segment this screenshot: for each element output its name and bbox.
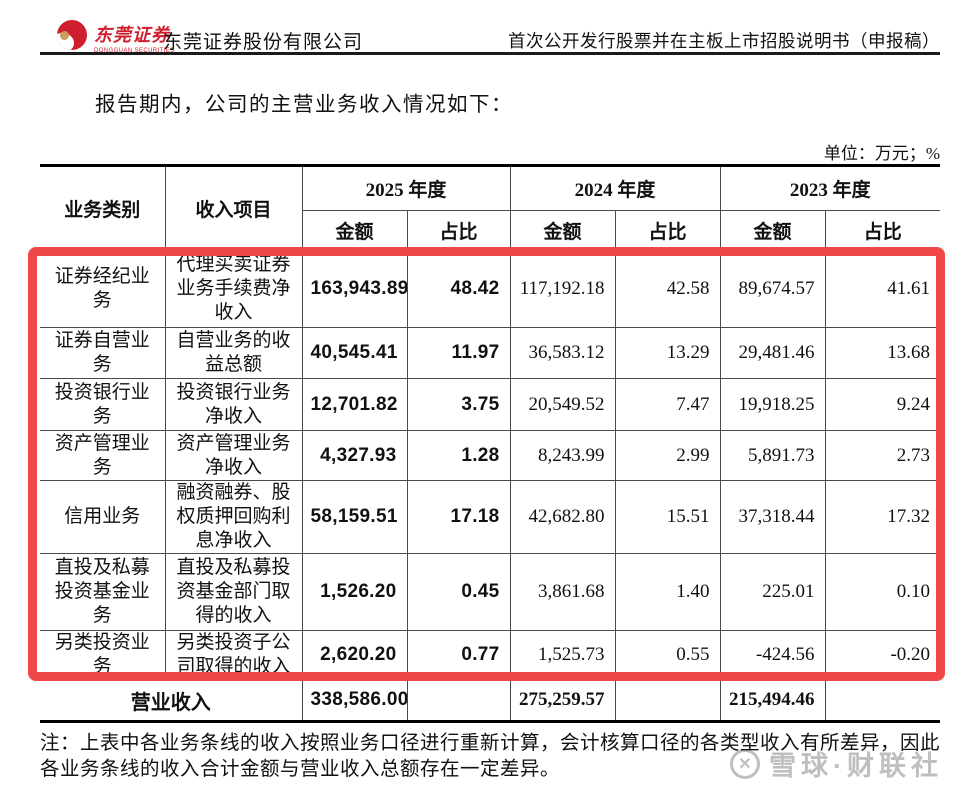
income-item: 另类投资子公司取得的收入 — [164, 630, 303, 680]
amount-2025: 2,620.20 — [301, 630, 408, 680]
amount-2025: 1,526.20 — [301, 553, 408, 631]
income-item: 代理买卖证券业务手续费净收入 — [164, 250, 303, 328]
watermark-text: 雪球·财联社 — [769, 751, 943, 781]
ratio-2025: 17.18 — [406, 480, 511, 554]
business-category: 投资银行业务 — [40, 378, 166, 431]
ratio-2023: 2.73 — [824, 430, 941, 481]
header-divider — [40, 52, 940, 55]
col-header-ratio-2025: 占比 — [406, 210, 511, 251]
total-amount-2023: 215,494.46 — [719, 679, 826, 722]
amount-2023: 19,918.25 — [719, 378, 826, 431]
amount-2025: 163,943.89 — [301, 250, 408, 328]
amount-2023: 29,481.46 — [719, 327, 826, 379]
total-amount-2025: 338,586.00 — [301, 679, 408, 722]
ratio-2023: 9.24 — [824, 378, 941, 431]
table-row: 证券自营业务 自营业务的收益总额 40,545.41 11.97 36,583.… — [40, 327, 941, 379]
amount-2025: 4,327.93 — [301, 430, 408, 481]
amount-2024: 36,583.12 — [509, 327, 616, 379]
xueqiu-logo-icon: ✕ — [730, 748, 760, 779]
ratio-2025: 0.77 — [406, 630, 511, 680]
total-ratio-2025-empty — [406, 679, 511, 722]
unit-label: 单位：万元；% — [823, 144, 940, 163]
col-header-year-2023: 2023 年度 — [719, 165, 941, 211]
col-header-ratio-2024: 占比 — [614, 210, 721, 251]
table-row: 证券经纪业务 代理买卖证券业务手续费净收入 163,943.89 48.42 1… — [40, 250, 941, 328]
dongguan-securities-logo-icon — [57, 20, 87, 50]
income-item: 资产管理业务净收入 — [164, 430, 303, 481]
ratio-2024: 0.55 — [614, 630, 721, 680]
amount-2024: 8,243.99 — [509, 430, 616, 481]
amount-2024: 20,549.52 — [509, 378, 616, 431]
table-row: 资产管理业务 资产管理业务净收入 4,327.93 1.28 8,243.99 … — [40, 430, 941, 481]
income-item: 融资融券、股权质押回购利息净收入 — [164, 480, 303, 554]
business-category: 另类投资业务 — [40, 630, 166, 680]
amount-2023: 37,318.44 — [719, 480, 826, 554]
amount-2023: 89,674.57 — [719, 250, 826, 328]
ratio-2023: 0.10 — [824, 553, 941, 631]
brand-name-cn: 东莞证券 — [94, 25, 170, 45]
revenue-table-wrapper: 业务类别 收入项目 2025 年度 2024 年度 2023 年度 金额 占比 … — [40, 164, 941, 723]
document-title: 首次公开发行股票并在主板上市招股说明书（申报稿） — [508, 31, 940, 51]
table-row: 信用业务 融资融券、股权质押回购利息净收入 58,159.51 17.18 42… — [40, 480, 941, 554]
col-header-year-2024: 2024 年度 — [509, 165, 721, 211]
ratio-2025: 3.75 — [406, 378, 511, 431]
ratio-2025: 48.42 — [406, 250, 511, 328]
ratio-2025: 1.28 — [406, 430, 511, 481]
amount-2023: 5,891.73 — [719, 430, 826, 481]
ratio-2024: 13.29 — [614, 327, 721, 379]
business-category: 证券自营业务 — [40, 327, 166, 379]
ratio-2023: -0.20 — [824, 630, 941, 680]
amount-2024: 1,525.73 — [509, 630, 616, 680]
ratio-2023: 41.61 — [824, 250, 941, 328]
watermark: ✕ 雪球·财联社 — [730, 744, 943, 783]
revenue-table: 业务类别 收入项目 2025 年度 2024 年度 2023 年度 金额 占比 … — [40, 164, 941, 723]
ratio-2024: 15.51 — [614, 480, 721, 554]
amount-2025: 12,701.82 — [301, 378, 408, 431]
col-header-amount-2024: 金额 — [509, 210, 616, 251]
total-ratio-2023-empty — [824, 679, 941, 722]
col-header-income-item: 收入项目 — [164, 165, 303, 251]
income-item: 自营业务的收益总额 — [164, 327, 303, 379]
total-row: 营业收入 338,586.00 275,259.57 215,494.46 — [40, 679, 941, 722]
col-header-amount-2025: 金额 — [302, 210, 408, 251]
brand-name-en: DONGGUAN SECURITIES — [94, 48, 175, 54]
ratio-2025: 11.97 — [406, 327, 511, 379]
total-ratio-2024-empty — [614, 679, 721, 722]
amount-2024: 3,861.68 — [509, 553, 616, 631]
col-header-year-2025: 2025 年度 — [301, 165, 511, 211]
company-name: 东莞证券股份有限公司 — [163, 32, 364, 53]
total-label: 营业收入 — [40, 679, 303, 722]
income-item: 投资银行业务净收入 — [164, 378, 303, 431]
table-row: 另类投资业务 另类投资子公司取得的收入 2,620.20 0.77 1,525.… — [40, 630, 941, 680]
intro-text: 报告期内，公司的主营业务收入情况如下： — [95, 94, 513, 116]
business-category: 信用业务 — [40, 480, 166, 554]
ratio-2025: 0.45 — [406, 553, 511, 631]
ratio-2024: 7.47 — [614, 378, 721, 431]
ratio-2023: 13.68 — [824, 327, 941, 379]
ratio-2023: 17.32 — [824, 480, 941, 554]
amount-2024: 117,192.18 — [509, 250, 616, 328]
brand-block: 东莞证券 DONGGUAN SECURITIES — [94, 21, 175, 54]
table-row: 投资银行业务 投资银行业务净收入 12,701.82 3.75 20,549.5… — [40, 378, 941, 431]
col-header-amount-2023: 金额 — [719, 210, 826, 251]
business-category: 证券经纪业务 — [40, 250, 166, 328]
amount-2025: 40,545.41 — [301, 327, 408, 379]
table-row: 直投及私募投资基金业务 直投及私募投资基金部门取得的收入 1,526.20 0.… — [40, 553, 941, 631]
col-header-business: 业务类别 — [40, 165, 166, 251]
footnote-text: 注：上表中各业务条线的收入按照业务口径进行重新计算，会计核算口径的各类型收入有所… — [40, 733, 941, 780]
ratio-2024: 42.58 — [614, 250, 721, 328]
business-category: 资产管理业务 — [40, 430, 166, 481]
ratio-2024: 1.40 — [614, 553, 721, 631]
total-amount-2024: 275,259.57 — [509, 679, 616, 722]
amount-2025: 58,159.51 — [301, 480, 408, 554]
amount-2023: -424.56 — [719, 630, 826, 680]
business-category: 直投及私募投资基金业务 — [40, 553, 166, 631]
ratio-2024: 2.99 — [614, 430, 721, 481]
amount-2024: 42,682.80 — [509, 480, 616, 554]
amount-2023: 225.01 — [719, 553, 826, 631]
col-header-ratio-2023: 占比 — [824, 210, 941, 251]
income-item: 直投及私募投资基金部门取得的收入 — [164, 553, 303, 631]
